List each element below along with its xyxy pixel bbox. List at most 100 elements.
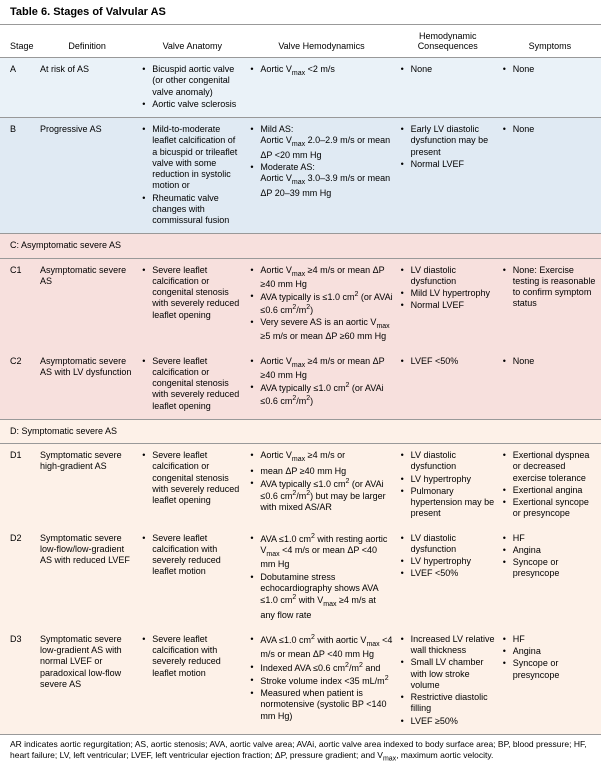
list-item: Exertional angina <box>503 485 597 496</box>
list-item: LV diastolic dysfunction <box>401 265 495 288</box>
list-item: LV hypertrophy <box>401 474 495 485</box>
list-item: Severe leaflet calcification or congenit… <box>142 450 242 506</box>
column-header: Hemodynamic Consequences <box>397 25 499 58</box>
list-item: Syncope or presyncope <box>503 557 597 580</box>
list-item: None <box>503 64 597 75</box>
list-item: Angina <box>503 545 597 556</box>
hemodynamics-cell: Mild AS:Aortic Vmax 2.0–2.9 m/s or mean … <box>246 118 396 234</box>
list-item: None: Exercise testing is reasonable to … <box>503 265 597 310</box>
definition-cell: Asymptomatic severe AS <box>36 258 138 350</box>
definition-cell: Progressive AS <box>36 118 138 234</box>
definition-cell: Symptomatic severe high-gradient AS <box>36 444 138 527</box>
section-header-row: D: Symptomatic severe AS <box>0 419 601 443</box>
list-item: LVEF <50% <box>401 356 495 367</box>
stage-cell: C1 <box>0 258 36 350</box>
table-row: AAt risk of ASBicuspid aortic valve (or … <box>0 58 601 118</box>
symptoms-cell: None <box>499 350 601 420</box>
list-item: None <box>503 124 597 135</box>
column-header: Stage <box>0 25 36 58</box>
list-item: LVEF ≥50% <box>401 716 495 727</box>
list-item: Severe leaflet calcification or congenit… <box>142 265 242 321</box>
anatomy-cell: Severe leaflet calcification or congenit… <box>138 350 246 420</box>
header-row: StageDefinitionValve AnatomyValve Hemody… <box>0 25 601 58</box>
column-header: Definition <box>36 25 138 58</box>
table-row: C1Asymptomatic severe ASSevere leaflet c… <box>0 258 601 350</box>
list-item: AVA typically ≤1.0 cm2 (or AVAi ≤0.6 cm2… <box>250 478 392 514</box>
list-item: Bicuspid aortic valve (or other congenit… <box>142 64 242 98</box>
hemodynamics-cell: AVA ≤1.0 cm2 with resting aortic Vmax <4… <box>246 527 396 628</box>
consequences-cell: LV diastolic dysfunctionLV hypertrophyPu… <box>397 444 499 527</box>
symptoms-cell: Exertional dyspnea or decreased exercise… <box>499 444 601 527</box>
symptoms-cell: None <box>499 58 601 118</box>
list-item: Measured when patient is normotensive (s… <box>250 688 392 722</box>
table-row: C2Asymptomatic severe AS with LV dysfunc… <box>0 350 601 420</box>
list-item: Aortic Vmax <2 m/s <box>250 64 392 79</box>
column-header: Valve Anatomy <box>138 25 246 58</box>
consequences-cell: None <box>397 58 499 118</box>
list-item: Pulmonary hypertension may be present <box>401 486 495 520</box>
list-item: AVA ≤1.0 cm2 with resting aortic Vmax <4… <box>250 533 392 571</box>
consequences-cell: Increased LV relative wall thicknessSmal… <box>397 628 499 734</box>
hemodynamics-cell: Aortic Vmax ≥4 m/s or mean ΔP ≥40 mm HgA… <box>246 258 396 350</box>
list-item: Exertional dyspnea or decreased exercise… <box>503 450 597 484</box>
list-item: Normal LVEF <box>401 159 495 170</box>
table-body: AAt risk of ASBicuspid aortic valve (or … <box>0 58 601 734</box>
definition-cell: Symptomatic severe low-gradient AS with … <box>36 628 138 734</box>
list-item: Moderate AS:Aortic Vmax 3.0–3.9 m/s or m… <box>250 162 392 199</box>
list-item: Indexed AVA ≤0.6 cm2/m2 and <box>250 662 392 674</box>
list-item: LV hypertrophy <box>401 556 495 567</box>
list-item: Small LV chamber with low stroke volume <box>401 657 495 691</box>
list-item: mean ΔP ≥40 mm Hg <box>250 466 392 477</box>
list-item: Very severe AS is an aortic Vmax ≥5 m/s … <box>250 317 392 343</box>
footnote: AR indicates aortic regurgitation; AS, a… <box>0 734 601 772</box>
list-item: Aortic Vmax ≥4 m/s or mean ΔP ≥40 mm Hg <box>250 356 392 382</box>
list-item: Stroke volume index <35 mL/m2 <box>250 675 392 687</box>
list-item: AVA typically is ≤1.0 cm2 (or AVAi ≤0.6 … <box>250 291 392 316</box>
list-item: Syncope or presyncope <box>503 658 597 681</box>
hemodynamics-cell: Aortic Vmax <2 m/s <box>246 58 396 118</box>
list-item: Aortic Vmax ≥4 m/s or mean ΔP ≥40 mm Hg <box>250 265 392 291</box>
section-header-cell: C: Asymptomatic severe AS <box>0 234 601 258</box>
column-header: Valve Hemodynamics <box>246 25 396 58</box>
section-header-cell: D: Symptomatic severe AS <box>0 419 601 443</box>
list-item: Severe leaflet calcification or congenit… <box>142 356 242 412</box>
list-item: LV diastolic dysfunction <box>401 450 495 473</box>
anatomy-cell: Severe leaflet calcification or congenit… <box>138 444 246 527</box>
consequences-cell: LV diastolic dysfunctionLV hypertrophyLV… <box>397 527 499 628</box>
stage-cell: D2 <box>0 527 36 628</box>
list-item: Severe leaflet calcification with severe… <box>142 533 242 578</box>
list-item: Mild-to-moderate leaflet calcification o… <box>142 124 242 192</box>
table-container: Table 6. Stages of Valvular AS StageDefi… <box>0 0 601 772</box>
definition-cell: At risk of AS <box>36 58 138 118</box>
definition-cell: Symptomatic severe low-flow/low-gradient… <box>36 527 138 628</box>
anatomy-cell: Mild-to-moderate leaflet calcification o… <box>138 118 246 234</box>
list-item: Aortic Vmax ≥4 m/s or <box>250 450 392 465</box>
stage-cell: D1 <box>0 444 36 527</box>
list-item: AVA ≤1.0 cm2 with aortic Vmax <4 m/s or … <box>250 634 392 661</box>
stage-cell: C2 <box>0 350 36 420</box>
list-item: Aortic valve sclerosis <box>142 99 242 110</box>
stages-table: StageDefinitionValve AnatomyValve Hemody… <box>0 25 601 734</box>
definition-cell: Asymptomatic severe AS with LV dysfuncti… <box>36 350 138 420</box>
stage-cell: B <box>0 118 36 234</box>
list-item: Rheumatic valve changes with commissural… <box>142 193 242 227</box>
consequences-cell: Early LV diastolic dysfunction may be pr… <box>397 118 499 234</box>
column-header: Symptoms <box>499 25 601 58</box>
consequences-cell: LVEF <50% <box>397 350 499 420</box>
list-item: Exertional syncope or presyncope <box>503 497 597 520</box>
list-item: Normal LVEF <box>401 300 495 311</box>
list-item: HF <box>503 533 597 544</box>
table-row: D1Symptomatic severe high-gradient ASSev… <box>0 444 601 527</box>
list-item: Mild AS:Aortic Vmax 2.0–2.9 m/s or mean … <box>250 124 392 161</box>
hemodynamics-cell: Aortic Vmax ≥4 m/s or mean ΔP ≥40 mm HgA… <box>246 350 396 420</box>
consequences-cell: LV diastolic dysfunctionMild LV hypertro… <box>397 258 499 350</box>
list-item: LVEF <50% <box>401 568 495 579</box>
list-item: AVA typically ≤1.0 cm2 (or AVAi ≤0.6 cm2… <box>250 382 392 407</box>
anatomy-cell: Severe leaflet calcification with severe… <box>138 628 246 734</box>
list-item: None <box>503 356 597 367</box>
table-row: D3Symptomatic severe low-gradient AS wit… <box>0 628 601 734</box>
symptoms-cell: HFAnginaSyncope or presyncope <box>499 628 601 734</box>
anatomy-cell: Severe leaflet calcification or congenit… <box>138 258 246 350</box>
list-item: LV diastolic dysfunction <box>401 533 495 556</box>
stage-cell: A <box>0 58 36 118</box>
